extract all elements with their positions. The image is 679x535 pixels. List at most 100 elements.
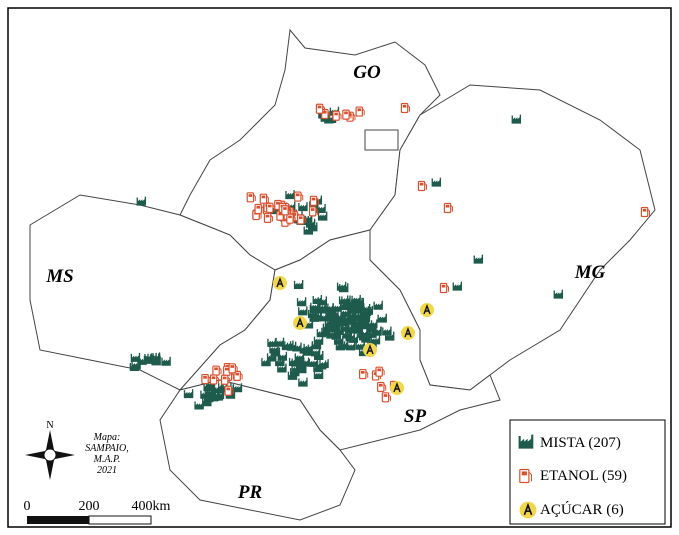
mill-icon (344, 314, 355, 324)
ethanol-window (224, 367, 229, 371)
scale-label: 0 (24, 499, 31, 514)
ethanol-window (441, 284, 446, 288)
state-label: MS (45, 266, 73, 287)
mill-icon (313, 369, 324, 379)
ethanol-window (226, 387, 231, 391)
mill-icon (330, 323, 340, 333)
ethanol-hose (292, 209, 296, 216)
mill-icon (473, 254, 484, 264)
scale-label: 400km (132, 499, 171, 514)
ethanol-hose (450, 204, 453, 212)
mill-icon (452, 281, 463, 291)
mill-icon (317, 302, 327, 312)
mill-icon (511, 114, 522, 124)
markers (129, 102, 650, 410)
ethanol-window (222, 376, 227, 380)
ethanol-hose (407, 104, 410, 112)
ethanol-hose (424, 182, 427, 190)
ethanol-icon (224, 385, 234, 396)
ethanol-window (642, 208, 647, 212)
mill-icon (130, 352, 141, 362)
ethanol-window (278, 212, 282, 216)
sugar-icon (519, 501, 537, 519)
legend: MISTA (207) ETANOL (59) AÇÚCAR (6) (509, 419, 666, 525)
mill-icon (261, 357, 271, 367)
ethanol-window (235, 372, 239, 376)
ethanol-hose (261, 205, 264, 213)
ethanol-window (348, 113, 352, 117)
compass-north: N (46, 420, 53, 431)
sugar-letter (423, 304, 431, 315)
mill-icon (372, 326, 382, 336)
ethanol-window (377, 368, 381, 372)
ethanol-icon (228, 363, 238, 374)
ethanol-icon (342, 109, 352, 120)
ethanol-window (402, 104, 407, 108)
sugar-icon (293, 316, 307, 330)
ethanol-hose (362, 108, 365, 116)
mill-icon (359, 319, 369, 329)
mill-icon (384, 331, 395, 341)
mill-icon (348, 333, 359, 343)
mill-icon (274, 337, 285, 347)
mill-icon (326, 329, 336, 339)
ethanol-window (261, 195, 266, 199)
sugar-icon (363, 343, 377, 357)
ethanol-icon (220, 374, 231, 385)
mill-icon (204, 387, 215, 397)
mill-icon (370, 335, 381, 345)
mill-icon (373, 300, 383, 310)
mill-icon (298, 377, 308, 387)
ethanol-icon (212, 365, 222, 376)
compass-center (43, 448, 57, 462)
ethanol-hose (231, 387, 234, 395)
ethanol-icon (201, 374, 211, 385)
ethanol-window (211, 376, 216, 380)
ethanol-icon (259, 193, 269, 204)
mill-icon (347, 310, 357, 320)
mill-icon (302, 346, 313, 356)
mill-icon (317, 211, 328, 221)
ethanol-icon (246, 192, 256, 203)
mill-icon (286, 341, 297, 351)
mill-icon (131, 360, 141, 370)
ethanol-hose (253, 194, 256, 201)
ethanol-hose (365, 371, 369, 378)
ethanol-hose (338, 112, 342, 120)
mill-icon (313, 335, 324, 345)
ethanol-window (268, 204, 272, 208)
ethanol-window (276, 201, 280, 205)
scale-segment (27, 516, 89, 524)
sugar-letter (404, 327, 412, 338)
ethanol-icon (439, 282, 449, 294)
sugar-letter (523, 502, 533, 516)
ethanol-window (288, 215, 292, 219)
ethanol-hose (446, 284, 449, 292)
state-pr (159, 379, 356, 521)
mill-icon (311, 340, 322, 350)
ethanol-icon (233, 370, 243, 381)
ethanol-window (203, 375, 207, 379)
ethanol-hose (352, 113, 356, 121)
mill-icon (269, 344, 279, 354)
ethanol-icon (263, 212, 274, 223)
mill-icon (310, 347, 321, 357)
ethanol-hose (270, 214, 274, 222)
ethanol-icon (355, 106, 365, 117)
mill-icon (293, 280, 304, 290)
mill-icon (368, 319, 378, 329)
ethanol-icon (332, 110, 342, 121)
mill-icon (350, 304, 361, 314)
ethanol-hose (647, 208, 650, 216)
mill-icon (299, 357, 310, 367)
mill-icon (328, 314, 339, 324)
ethanol-icon (359, 368, 369, 380)
ethanol-hose (327, 110, 331, 118)
ethanol-icon (640, 206, 650, 218)
sugar-icon (273, 276, 287, 290)
mill-icon (325, 319, 335, 329)
mill-icon (151, 356, 161, 366)
ethanol-hose (315, 208, 319, 215)
mill-icon (317, 296, 328, 306)
ethanol-hose (348, 111, 352, 119)
